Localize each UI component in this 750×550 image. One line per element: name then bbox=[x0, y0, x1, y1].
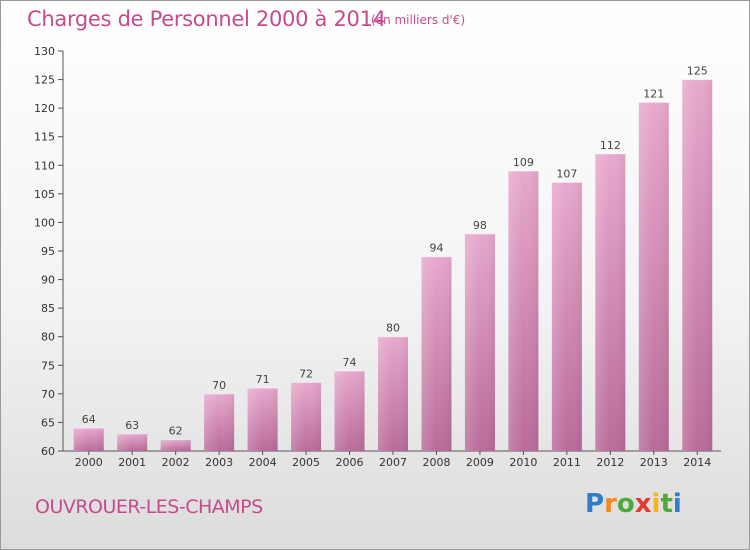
y-tick-label: 80 bbox=[41, 331, 55, 344]
y-tick-label: 120 bbox=[34, 102, 55, 115]
bar-shade bbox=[421, 256, 452, 451]
logo-letter: o bbox=[616, 489, 635, 519]
commune-name: OUVROUER-LES-CHAMPS bbox=[35, 496, 263, 518]
x-tick-label: 2000 bbox=[75, 456, 103, 469]
bar-value-label: 74 bbox=[343, 356, 357, 369]
bar-value-label: 70 bbox=[212, 379, 226, 392]
y-tick-label: 130 bbox=[34, 45, 55, 58]
bar-value-label: 121 bbox=[643, 87, 664, 100]
logo-letter: i bbox=[651, 489, 661, 519]
bar-value-label: 63 bbox=[125, 419, 139, 432]
bar-shade bbox=[117, 433, 148, 451]
y-tick-label: 110 bbox=[34, 159, 55, 172]
chart-subtitle: (en milliers d'€) bbox=[371, 13, 466, 27]
y-tick-label: 70 bbox=[41, 388, 55, 401]
x-tick-label: 2007 bbox=[379, 456, 407, 469]
bar-value-label: 125 bbox=[687, 65, 708, 78]
x-tick-label: 2010 bbox=[509, 456, 537, 469]
x-tick-label: 2011 bbox=[553, 456, 581, 469]
x-tick-label: 2003 bbox=[205, 456, 233, 469]
x-tick-label: 2006 bbox=[336, 456, 364, 469]
y-tick-label: 75 bbox=[41, 359, 55, 372]
bar-shade bbox=[464, 233, 495, 451]
bar-value-label: 62 bbox=[169, 425, 183, 438]
bars: 64 63 62 70 71 72 74 80 94 98 109 107 112 121 125 bbox=[73, 65, 713, 452]
bar-value-label: 112 bbox=[600, 139, 621, 152]
x-tick-label: 2008 bbox=[422, 456, 450, 469]
y-tick-label: 105 bbox=[34, 188, 55, 201]
y-tick-label: 100 bbox=[34, 216, 55, 229]
bar-shade bbox=[160, 439, 191, 451]
bar-shade bbox=[508, 171, 539, 451]
bar-shade bbox=[551, 182, 582, 451]
x-tick-label: 2005 bbox=[292, 456, 320, 469]
x-tick-label: 2009 bbox=[466, 456, 494, 469]
logo-letter: P bbox=[585, 489, 605, 519]
x-tick-label: 2004 bbox=[249, 456, 277, 469]
proxiti-logo: Proxiti bbox=[585, 489, 682, 519]
bar-value-label: 72 bbox=[299, 367, 313, 380]
bar-value-label: 71 bbox=[256, 373, 270, 386]
x-tick-label: 2012 bbox=[596, 456, 624, 469]
x-axis: 2000 2001 2002 2003 2004 2005 2006 2007 2008 2009… bbox=[63, 450, 721, 469]
x-tick-label: 2013 bbox=[640, 456, 668, 469]
y-tick-label: 95 bbox=[41, 245, 55, 258]
logo-letter: x bbox=[634, 489, 652, 519]
logo-letter: i bbox=[672, 489, 682, 519]
x-tick-label: 2014 bbox=[683, 456, 711, 469]
x-tick-label: 2001 bbox=[118, 456, 146, 469]
bar-shade bbox=[291, 382, 322, 451]
bar-shade bbox=[334, 371, 365, 451]
bar-value-label: 64 bbox=[82, 413, 96, 426]
y-tick-label: 125 bbox=[34, 74, 55, 87]
y-axis: 60 65 70 75 80 85 90 95 100 105 110 115 120 125 130 bbox=[34, 45, 64, 458]
bar-shade bbox=[595, 153, 626, 451]
bar-shade bbox=[638, 102, 669, 451]
y-tick-label: 90 bbox=[41, 274, 55, 287]
bar-value-label: 109 bbox=[513, 156, 534, 169]
logo-letter: r bbox=[604, 489, 617, 519]
bar-value-label: 107 bbox=[556, 167, 577, 180]
bar-value-label: 94 bbox=[429, 242, 443, 255]
bar-shade bbox=[378, 336, 408, 451]
bar-shade bbox=[682, 79, 713, 452]
bar-shade bbox=[247, 388, 278, 451]
y-tick-label: 115 bbox=[34, 131, 55, 144]
bar-shade bbox=[204, 393, 235, 451]
bar-shade bbox=[73, 428, 104, 451]
y-tick-label: 85 bbox=[41, 302, 55, 315]
y-tick-label: 65 bbox=[41, 416, 55, 429]
bar-value-label: 80 bbox=[386, 322, 400, 335]
logo-letter: t bbox=[660, 489, 673, 519]
y-tick-label: 60 bbox=[41, 445, 55, 458]
chart-title: Charges de Personnel 2000 à 2014 bbox=[27, 7, 386, 31]
x-tick-label: 2002 bbox=[162, 456, 190, 469]
bar-value-label: 98 bbox=[473, 219, 487, 232]
